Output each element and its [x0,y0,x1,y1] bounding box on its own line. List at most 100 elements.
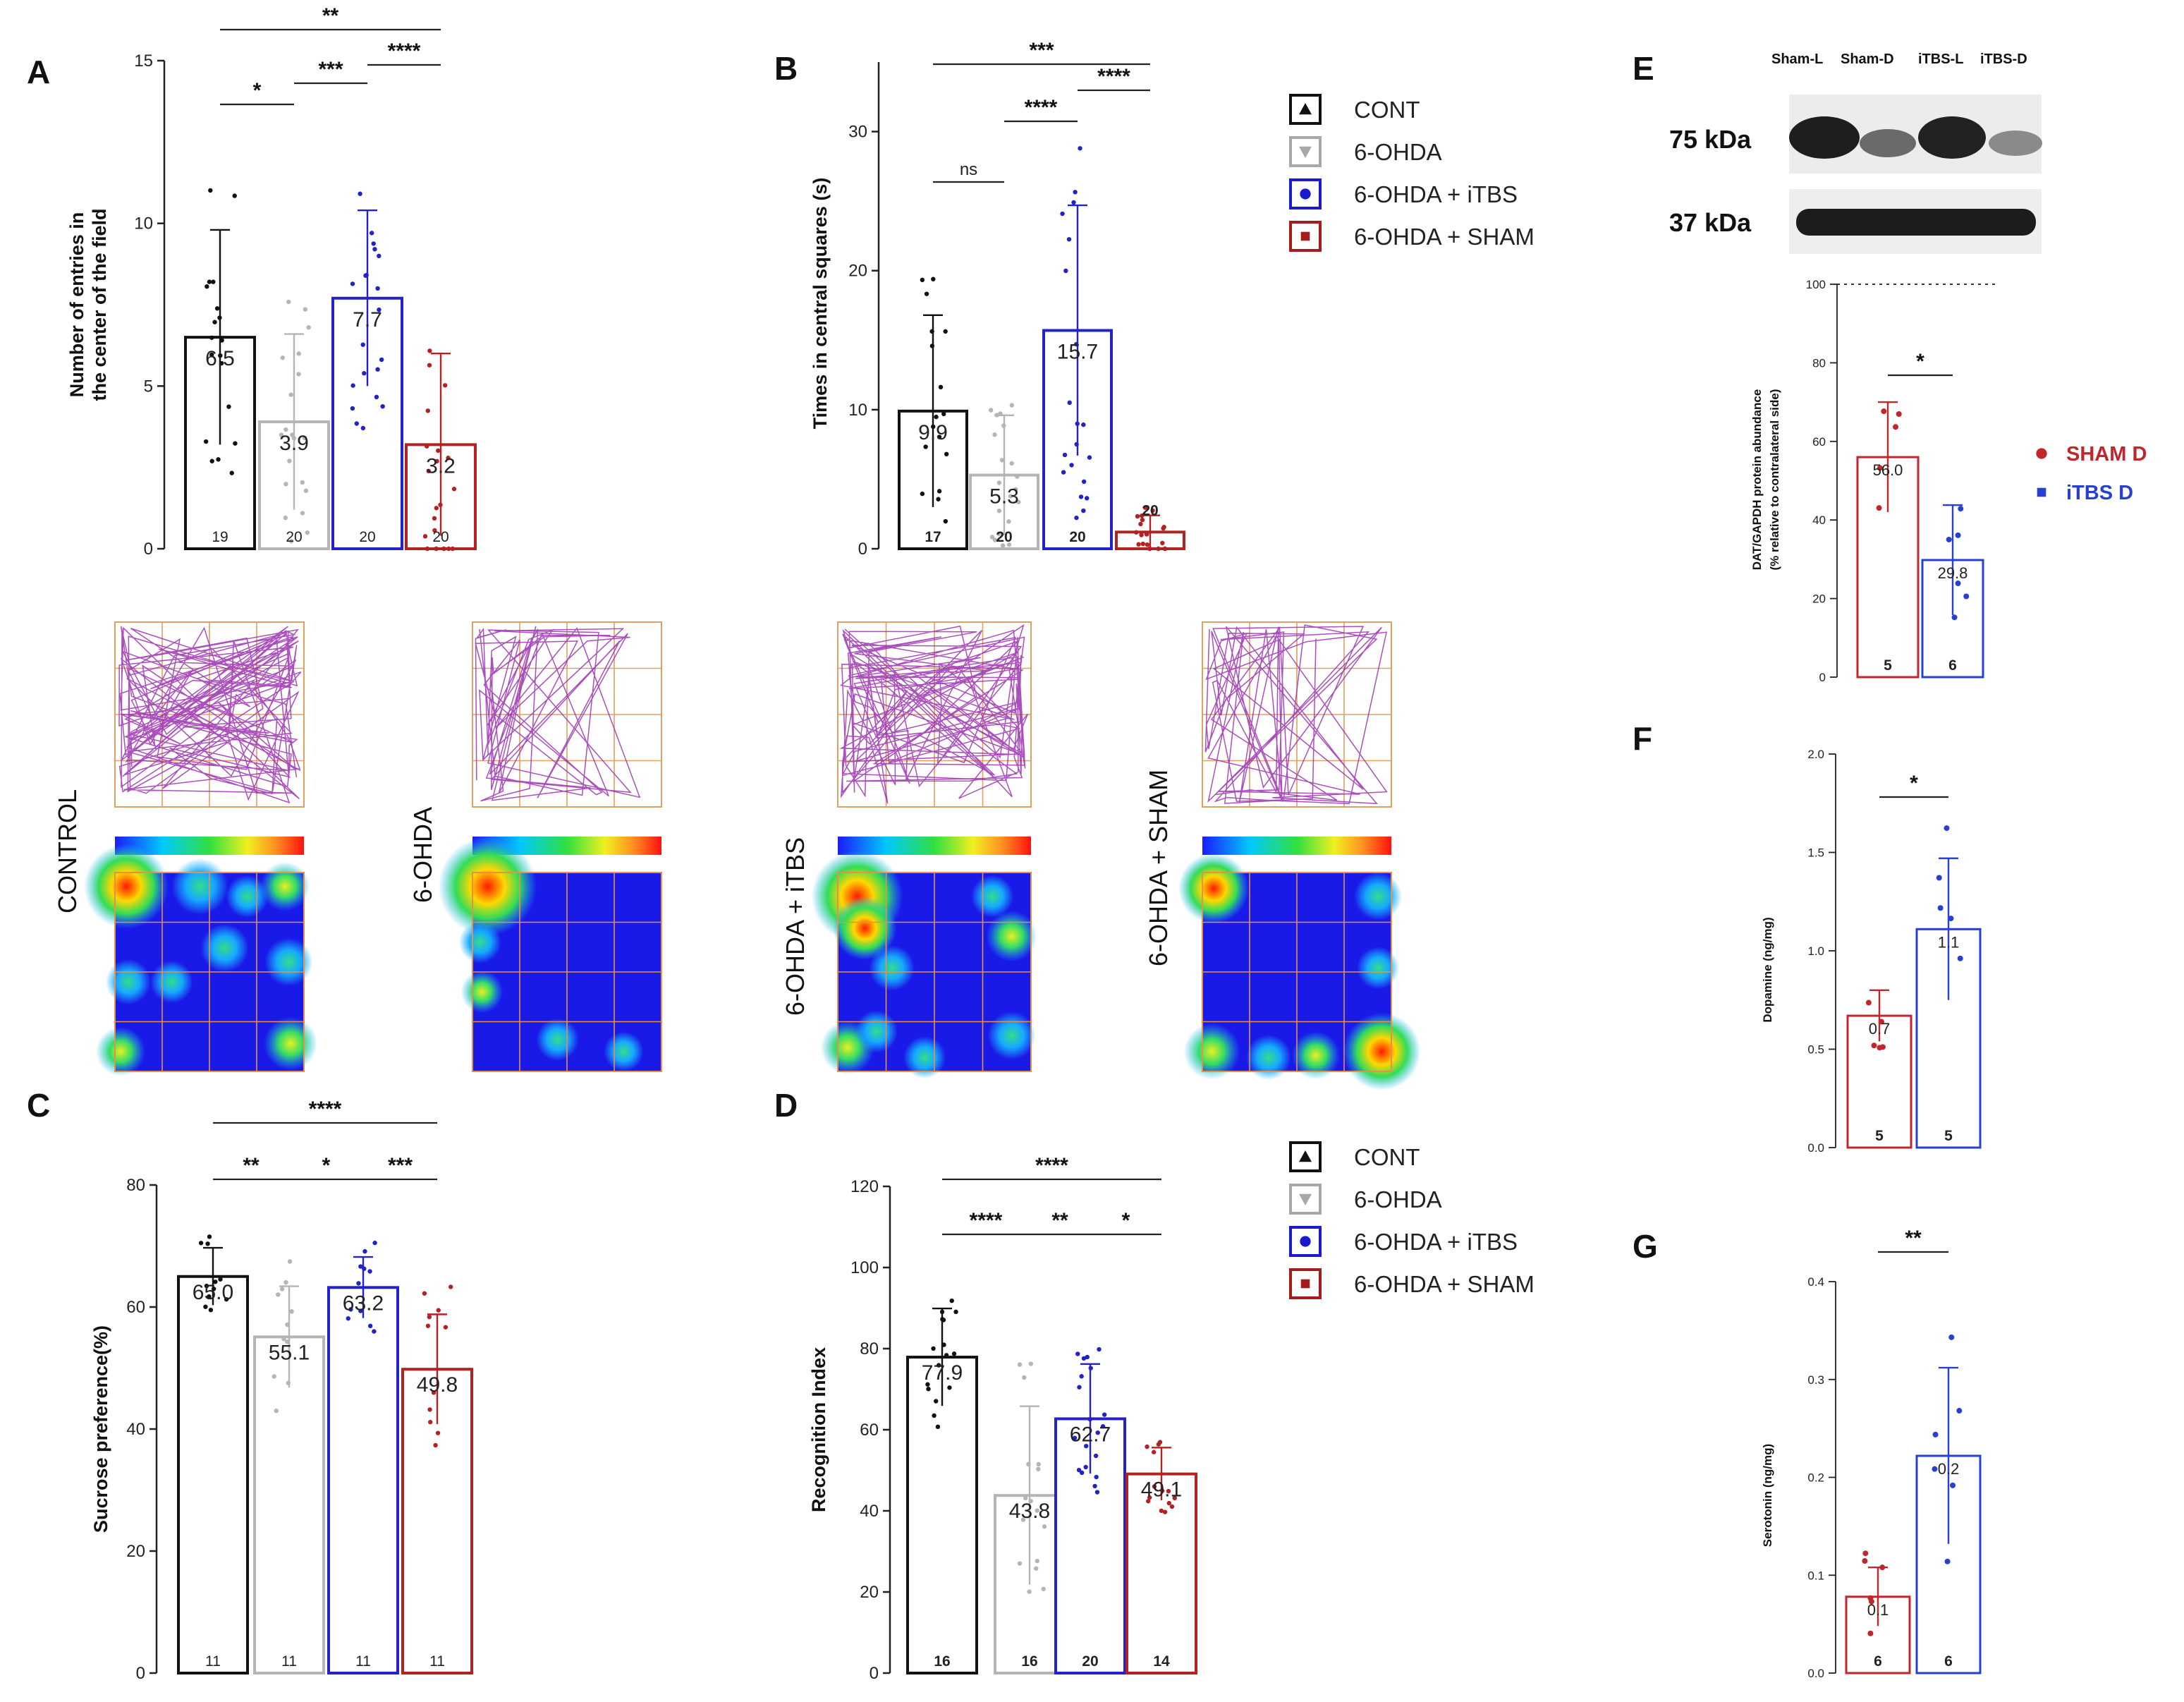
data-point [427,348,432,353]
data-point [446,456,451,461]
data-point [208,188,213,193]
heatmap-hotspot [903,1036,946,1079]
data-point [425,546,430,552]
data-point [207,279,212,284]
data-point [280,355,285,360]
data-point [1950,1482,1956,1488]
bar-6-ohda [253,1335,325,1674]
data-point [350,281,355,286]
bar-n-label: 20 [1069,529,1085,545]
y-tick-label: 100 [1806,278,1826,291]
data-point [1169,1504,1175,1509]
data-point [372,247,377,252]
data-point [219,360,224,366]
data-point [288,392,293,397]
data-point [1066,237,1072,242]
data-point [218,1277,223,1282]
data-point [1936,875,1942,881]
bar-mean-label: 0.1 [1867,1601,1889,1619]
data-point [1134,530,1139,535]
legend-efg: SHAM D iTBS D [2036,443,2147,504]
bar-n-label: 11 [281,1653,297,1670]
data-point [1075,1351,1080,1356]
y-axis-label: Number of entries in [66,212,87,398]
heatmap-hotspot [260,861,310,911]
data-point [287,1259,293,1264]
bar-n-label: 11 [429,1653,445,1670]
data-point [999,458,1005,463]
bar-n-label: 14 [1153,1653,1170,1670]
data-point [450,546,456,552]
y-tick-label: 5 [144,377,153,396]
data-point [1944,825,1950,832]
data-point [348,1307,353,1312]
y-tick-label: 20 [848,262,867,281]
data-point [358,1308,363,1313]
significance-label: **** [1035,1154,1068,1177]
bar-n-label: 20 [286,529,302,545]
y-tick-label: 20 [126,1542,145,1561]
chart-g-serotonin: 0.0 0.1 0.2 0.3 0.4 Serotonin (ng/mg) 0.1 6 0.2 6… [1761,1227,1982,1680]
data-point [1074,341,1079,347]
data-point [1893,424,1899,430]
legend-marker-circle [1300,1236,1311,1247]
open-field-tracks [84,621,1421,1090]
data-point [941,1342,946,1347]
data-point [1956,1408,1963,1414]
heatmap-frame [114,872,305,1072]
data-point [1896,411,1902,418]
significance-label: ** [243,1154,260,1177]
data-point [209,458,214,463]
bar-n-label: 20 [996,529,1012,545]
data-point [1061,470,1066,475]
data-point [1085,1354,1090,1360]
data-point [232,193,237,198]
bar-mean-label: 7.7 [353,308,382,332]
data-point [1020,1517,1026,1522]
data-point [1009,403,1015,408]
y-axis-label: DAT/GAPDH protein abundance [1750,389,1764,571]
heatmap-hotspot [1183,1023,1240,1080]
data-point [218,353,223,358]
bar-n-label: 11 [205,1653,221,1670]
data-point [1013,487,1018,492]
trajectory-path [1204,624,1388,805]
data-point [996,531,1001,537]
data-point [425,1323,431,1328]
data-point [1092,1483,1097,1489]
heatmap-color-scale [838,837,1031,855]
data-point [1008,494,1013,499]
y-tick-label: 15 [134,51,153,71]
data-point [377,253,382,259]
significance-label: *** [388,1154,413,1177]
data-point [303,307,308,312]
data-point [1951,614,1958,621]
data-point [1079,1374,1084,1379]
data-point [1084,496,1090,501]
legend-label: 6-OHDA + iTBS [1354,1229,1518,1255]
data-point [1028,1498,1033,1504]
data-point [944,1353,949,1358]
data-point [286,1380,291,1385]
data-point [1876,505,1882,511]
bar-mean-label: 0.2 [1938,1460,1960,1478]
data-point [306,324,311,330]
data-point [276,1292,281,1297]
data-point [1144,532,1149,537]
data-point [289,1309,294,1314]
blot-band-37: 37 kDa [1669,208,1752,237]
data-point [1073,190,1078,195]
data-point [1095,1430,1100,1435]
data-point [1166,1500,1171,1506]
y-axis-label: (% relative to contralateral side) [1768,389,1781,571]
data-point [1862,1550,1869,1557]
data-point [283,482,288,487]
blot-lane-2: Sham-D [1841,51,1894,67]
heatmap-color-scale [1202,837,1391,855]
data-point [427,363,432,367]
data-point [1026,1461,1031,1467]
significance-label: * [322,1154,331,1177]
legend-label: 6-OHDA + iTBS [1354,181,1518,207]
data-point [358,1264,363,1269]
data-point [943,329,948,334]
